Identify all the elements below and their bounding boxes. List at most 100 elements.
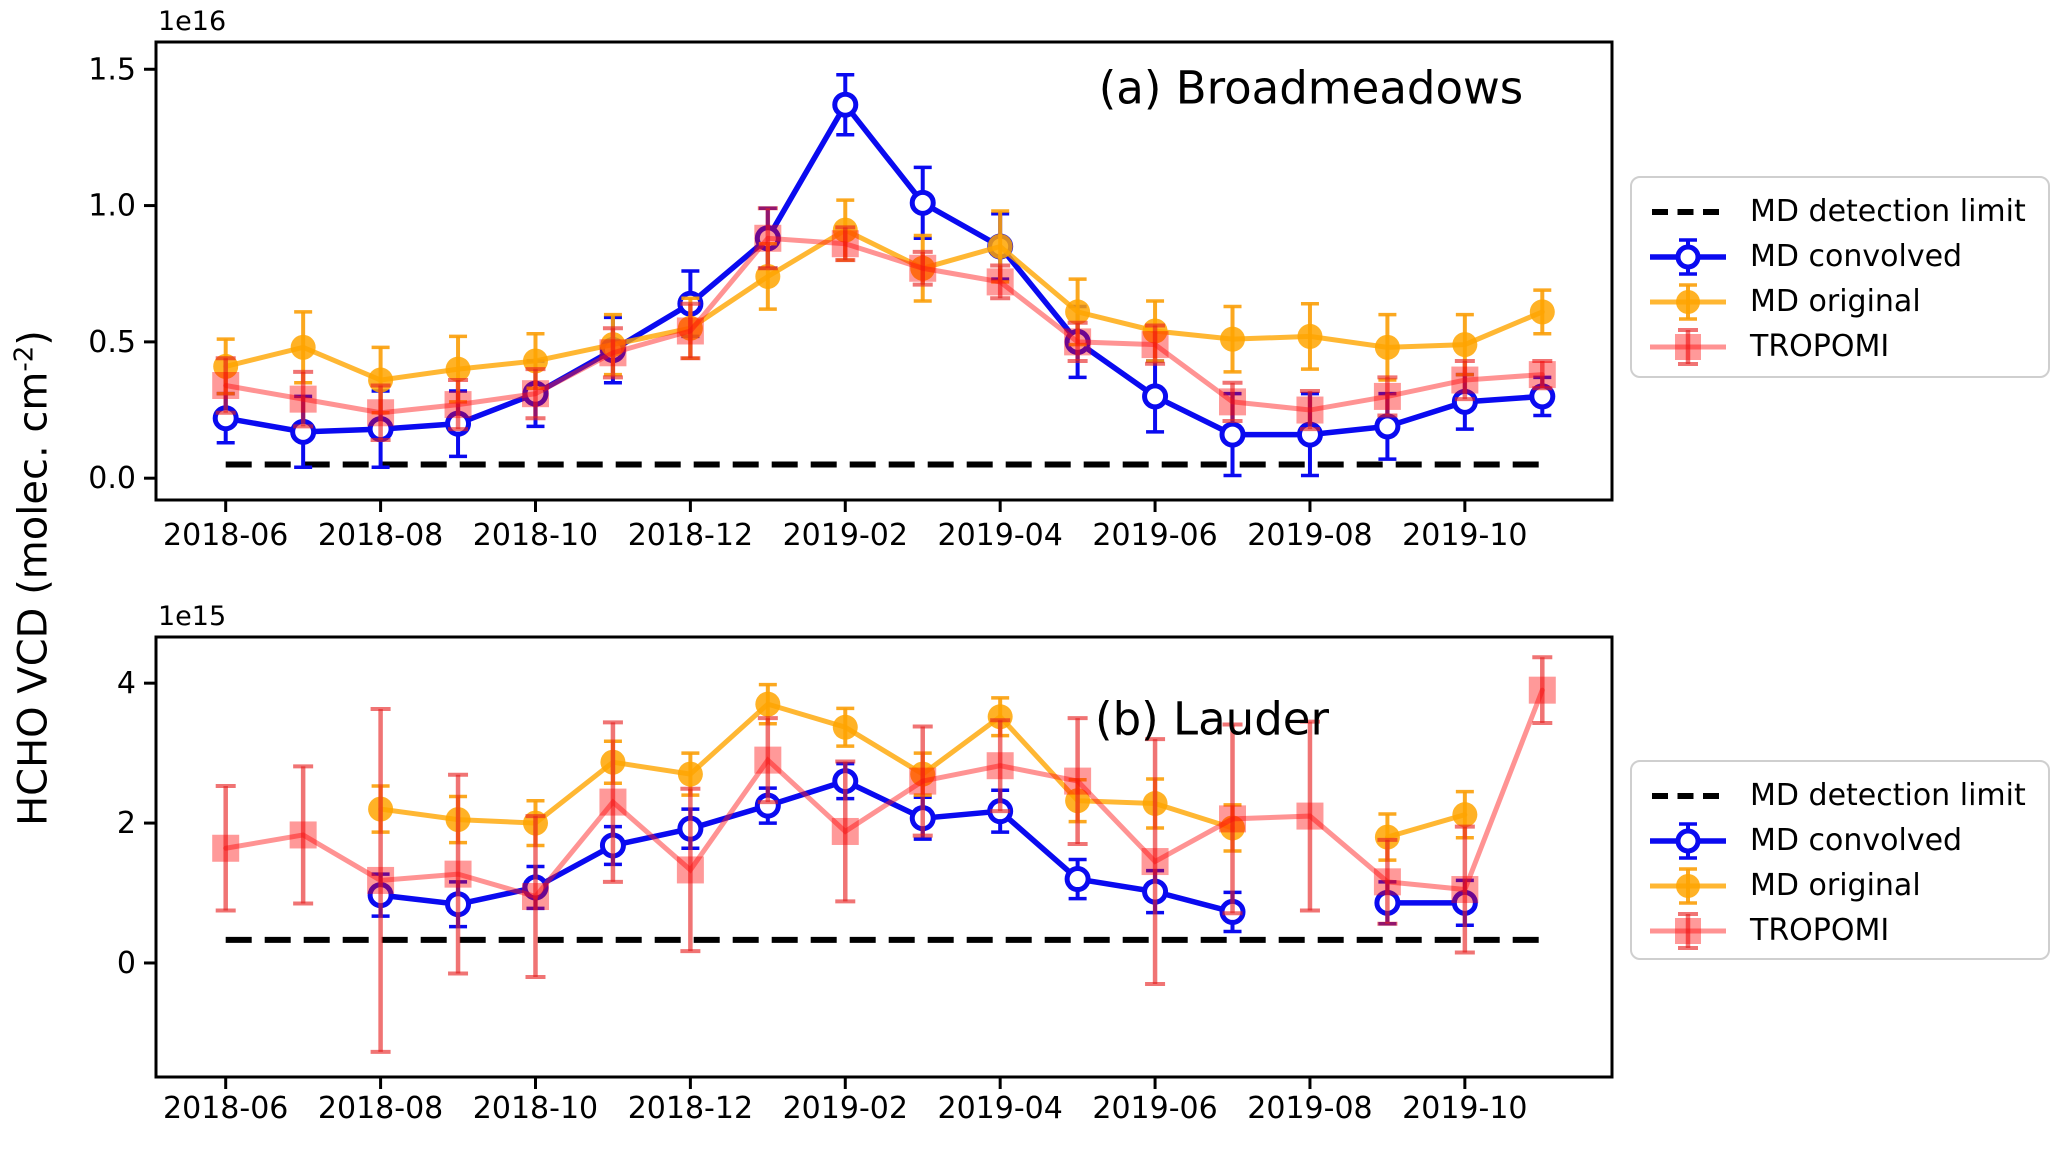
data-point-marker xyxy=(444,860,472,888)
data-point-marker xyxy=(1374,824,1400,850)
open-circle-errorbar-icon xyxy=(1650,237,1726,276)
y-tick-label: 0.5 xyxy=(88,325,136,360)
y-tick-label: 0.0 xyxy=(88,461,136,496)
x-tick-label: 2018-10 xyxy=(473,1091,598,1126)
panel-a-scale-offset-label: 1e16 xyxy=(158,6,227,37)
filled-circle-errorbar-icon xyxy=(1650,866,1726,905)
panel-a-title: (a) Broadmeadows xyxy=(1098,61,1524,115)
data-point-marker xyxy=(909,189,936,216)
data-point-marker xyxy=(1374,413,1401,440)
panel-b-title: (b) Lauder xyxy=(1095,692,1329,746)
legend-marker-sample xyxy=(1676,873,1700,898)
legend-label: MD convolved xyxy=(1750,823,1963,858)
data-point-marker xyxy=(832,714,858,740)
data-point-marker xyxy=(832,91,859,118)
series-tropomi-b xyxy=(212,655,1556,1054)
data-point-marker xyxy=(676,317,704,345)
legend-row-tropomi: TROPOMI xyxy=(1648,324,2048,369)
x-tick-label: 2019-02 xyxy=(783,1091,908,1126)
x-tick-label: 2019-06 xyxy=(1092,518,1217,553)
legend-marker-sample xyxy=(1675,828,1701,853)
data-point-marker xyxy=(986,752,1014,780)
data-point-marker xyxy=(1220,326,1246,352)
data-point-marker xyxy=(1374,334,1400,360)
data-point-marker xyxy=(521,883,549,911)
data-point-marker xyxy=(1296,396,1324,424)
legend-label: MD original xyxy=(1750,284,1921,319)
panel-a: 0.0 0.5 1.0 1.5 2018-06 2018-08 2018-10 2018-12… xyxy=(88,40,1614,553)
x-axis-a: 2018-06 2018-08 2018-10 2018-12 2019-02 2019-… xyxy=(163,500,1528,553)
data-point-marker xyxy=(987,704,1013,730)
legend-marker-sample xyxy=(1676,289,1700,314)
legend-label: TROPOMI xyxy=(1750,329,1890,364)
data-point-marker xyxy=(909,767,937,795)
data-point-marker xyxy=(1297,323,1323,349)
legend-row-md-original: MD original xyxy=(1648,863,2048,908)
x-tick-label: 2018-06 xyxy=(163,518,288,553)
open-circle-errorbar-icon xyxy=(1650,821,1726,860)
filled-circle-errorbar-icon xyxy=(1650,282,1726,321)
legend-marker-sample xyxy=(1675,333,1701,360)
data-point-marker xyxy=(1373,382,1401,410)
data-point-marker xyxy=(289,821,317,849)
legend-row-md-convolved: MD convolved xyxy=(1648,234,2048,279)
y-tick-label: 0 xyxy=(117,946,136,981)
x-tick-label: 2019-04 xyxy=(937,1091,1062,1126)
y-tick-label: 1.5 xyxy=(88,52,136,87)
data-point-marker xyxy=(1219,805,1247,833)
y-axis-label-superscript: -2 xyxy=(9,345,40,372)
y-axis-label-text: HCHO VCD (molec. cm xyxy=(10,371,57,826)
data-point-marker xyxy=(677,761,703,787)
data-point-marker xyxy=(599,788,627,816)
legend-label: MD original xyxy=(1750,868,1921,903)
dashed-line-icon xyxy=(1652,208,1724,215)
legend-row-tropomi: TROPOMI xyxy=(1648,908,2048,953)
series-line xyxy=(1384,812,1468,840)
x-tick-label: 2019-10 xyxy=(1402,518,1527,553)
axes-box-b xyxy=(154,635,1614,1079)
y-axis-label: HCHO VCD (molec. cm-2) xyxy=(9,330,56,826)
x-tick-label: 2019-08 xyxy=(1247,1091,1372,1126)
x-tick-label: 2018-10 xyxy=(473,518,598,553)
data-point-marker xyxy=(521,380,549,408)
data-point-marker xyxy=(290,334,316,360)
data-point-marker xyxy=(367,866,395,894)
axes-box-a xyxy=(154,40,1614,502)
y-tick-label: 1.0 xyxy=(88,189,136,224)
data-point-marker xyxy=(831,230,859,258)
data-point-marker xyxy=(1296,802,1324,830)
x-tick-label: 2019-10 xyxy=(1402,1091,1527,1126)
legend-marker-sample xyxy=(1675,244,1701,269)
series-line xyxy=(223,235,1545,416)
legend-row-detection-limit: MD detection limit xyxy=(1648,773,2048,818)
x-tick-label: 2018-08 xyxy=(318,1091,443,1126)
x-tick-label: 2019-06 xyxy=(1092,1091,1217,1126)
x-tick-label: 2019-08 xyxy=(1247,518,1372,553)
y-axis-label-close: ) xyxy=(10,330,57,346)
y-tick-label: 2 xyxy=(117,806,136,841)
data-point-marker xyxy=(1065,299,1091,325)
data-point-marker xyxy=(1219,421,1246,448)
legend-row-detection-limit: MD detection limit xyxy=(1648,189,2048,234)
data-point-marker xyxy=(1142,383,1169,410)
series-line xyxy=(222,99,1546,438)
dashed-line-icon xyxy=(1652,792,1724,799)
series-md-convolved-a xyxy=(212,72,1556,478)
data-point-marker xyxy=(1141,331,1169,359)
legend-marker-sample xyxy=(1675,917,1701,944)
data-point-marker xyxy=(986,268,1014,296)
data-point-marker xyxy=(1529,299,1555,325)
data-point-marker xyxy=(599,339,627,367)
data-point-marker xyxy=(1373,868,1401,896)
data-point-marker xyxy=(1141,848,1169,876)
data-point-marker xyxy=(212,372,240,399)
square-errorbar-icon xyxy=(1650,327,1726,366)
data-point-marker xyxy=(1451,366,1479,394)
x-tick-label: 2018-12 xyxy=(628,1091,753,1126)
square-errorbar-icon xyxy=(1650,911,1726,950)
data-point-marker xyxy=(987,233,1013,259)
data-point-marker xyxy=(1528,361,1556,389)
data-point-marker xyxy=(1219,388,1247,416)
